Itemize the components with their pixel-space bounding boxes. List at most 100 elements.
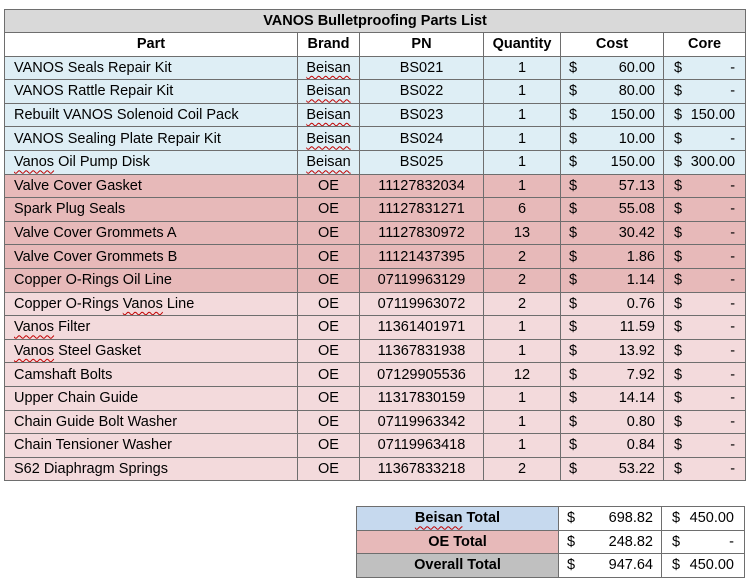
pn-cell: 07119963418 xyxy=(359,433,484,458)
part-cell: VANOS Sealing Plate Repair Kit xyxy=(4,126,298,151)
brand-cell: OE xyxy=(297,173,360,199)
table-row: VANOS Seals Repair Kit Beisan BS021 1 $60.00… xyxy=(4,55,747,81)
currency-symbol: $ xyxy=(569,366,578,383)
currency-symbol: $ xyxy=(567,557,576,574)
cost-cell: $55.08 xyxy=(560,197,664,222)
currency-symbol: $ xyxy=(674,59,683,76)
cost-cell-value: 150.00 xyxy=(610,154,655,171)
currency-symbol: $ xyxy=(674,130,683,147)
part-name: Copper O-Rings Vanos Line xyxy=(14,295,195,312)
brand-name: OE xyxy=(318,319,339,336)
part-name: VANOS Sealing Plate Repair Kit xyxy=(14,130,221,147)
table-row: VANOS Sealing Plate Repair Kit Beisan BS02… xyxy=(4,126,747,151)
total-label-cell: OE Total xyxy=(356,529,559,555)
part-cell: VANOS Rattle Repair Kit xyxy=(4,79,298,104)
cost-cell-value: 0.76 xyxy=(626,295,655,312)
core-cell: $ - xyxy=(662,126,747,151)
core-cell: $ - xyxy=(662,220,747,246)
cost-cell: $11.59 xyxy=(560,315,664,340)
currency-symbol: $ xyxy=(569,154,578,171)
cost-cell-value: 0.80 xyxy=(626,413,655,430)
part-name: Vanos Steel Gasket xyxy=(14,343,142,360)
parts-list-table: VANOS Bulletproofing Parts List Part Bra… xyxy=(3,9,747,482)
quantity-cell: 1 xyxy=(483,173,561,199)
part-name: VANOS Seals Repair Kit xyxy=(14,59,172,76)
cost-cell: $150.00 xyxy=(560,102,664,128)
quantity-cell: 13 xyxy=(483,220,561,246)
brand-cell: OE xyxy=(297,456,360,482)
cost-cell-value: 1.86 xyxy=(626,248,655,265)
currency-symbol: $ xyxy=(569,83,578,100)
core-cell: $300.00 xyxy=(662,149,747,175)
cost-cell: $14.14 xyxy=(560,385,664,411)
brand-name: OE xyxy=(318,225,339,242)
core-cell-value: - xyxy=(730,130,736,147)
total-core-cell-value: - xyxy=(729,533,734,550)
cost-cell: $60.00 xyxy=(560,55,664,81)
table-row: Copper O-Rings Vanos Line OE 07119963072 2 $… xyxy=(4,291,747,317)
currency-symbol: $ xyxy=(674,366,683,383)
currency-symbol: $ xyxy=(567,533,576,550)
totals-row: Overall Total $947.64 $450.00 xyxy=(356,553,745,578)
part-cell: Camshaft Bolts xyxy=(4,362,298,387)
totals-row: OE Total $248.82 $ - xyxy=(356,529,745,555)
core-cell: $150.00 xyxy=(662,102,747,128)
brand-cell: Beisan xyxy=(297,102,360,128)
column-header-quantity: Quantity xyxy=(483,32,561,57)
currency-symbol: $ xyxy=(569,272,578,289)
pn-cell: BS023 xyxy=(359,102,484,128)
core-cell: $ - xyxy=(662,385,747,411)
currency-symbol: $ xyxy=(674,225,683,242)
currency-symbol: $ xyxy=(569,460,578,477)
total-core-cell-value: 450.00 xyxy=(689,510,734,527)
core-cell-value: - xyxy=(730,319,736,336)
brand-cell: OE xyxy=(297,220,360,246)
currency-symbol: $ xyxy=(674,272,683,289)
core-cell: $ - xyxy=(662,267,747,293)
core-cell: $ - xyxy=(662,197,747,222)
currency-symbol: $ xyxy=(674,154,683,171)
currency-symbol: $ xyxy=(569,225,578,242)
pn-cell: BS024 xyxy=(359,126,484,151)
brand-name: OE xyxy=(318,343,339,360)
brand-cell: OE xyxy=(297,315,360,340)
core-cell: $ - xyxy=(662,173,747,199)
table-row: Valve Cover Grommets B OE 11121437395 2 $1.8… xyxy=(4,244,747,269)
pn-cell: 11121437395 xyxy=(359,244,484,269)
pn-cell: BS025 xyxy=(359,149,484,175)
part-name: Valve Cover Grommets B xyxy=(14,248,178,265)
totals-row: Beisan Total $698.82 $450.00 xyxy=(356,506,745,531)
part-name: Spark Plug Seals xyxy=(14,201,126,218)
table-row: Vanos Filter OE 11361401971 1 $11.59 $ - xyxy=(4,315,747,340)
currency-symbol: $ xyxy=(674,343,683,360)
part-name: Camshaft Bolts xyxy=(14,366,113,383)
currency-symbol: $ xyxy=(674,83,683,100)
brand-name: Beisan xyxy=(306,83,351,100)
brand-cell: OE xyxy=(297,338,360,364)
part-cell: Spark Plug Seals xyxy=(4,197,298,222)
core-cell-value: - xyxy=(730,460,736,477)
currency-symbol: $ xyxy=(672,557,681,574)
part-cell: Copper O-Rings Vanos Line xyxy=(4,291,298,317)
brand-cell: Beisan xyxy=(297,55,360,81)
currency-symbol: $ xyxy=(569,390,578,407)
core-cell: $ - xyxy=(662,433,747,458)
currency-symbol: $ xyxy=(569,177,578,194)
core-cell: $ - xyxy=(662,79,747,104)
currency-symbol: $ xyxy=(674,437,683,454)
part-name: Copper O-Rings Oil Line xyxy=(14,272,172,289)
total-core-cell-value: 450.00 xyxy=(689,557,734,574)
total-cost-cell: $947.64 xyxy=(558,553,662,578)
cost-cell: $10.00 xyxy=(560,126,664,151)
quantity-cell: 1 xyxy=(483,79,561,104)
core-cell: $ - xyxy=(662,362,747,387)
part-cell: Valve Cover Grommets B xyxy=(4,244,298,269)
quantity-cell: 2 xyxy=(483,456,561,482)
part-name: Valve Cover Gasket xyxy=(14,177,142,194)
table-row: Valve Cover Gasket OE 11127832034 1 $57.13 $ - xyxy=(4,173,747,199)
core-cell: $ - xyxy=(662,456,747,482)
total-cost-cell-value: 947.64 xyxy=(608,557,653,574)
column-header-pn: PN xyxy=(359,32,484,57)
quantity-cell: 1 xyxy=(483,385,561,411)
part-cell: Valve Cover Grommets A xyxy=(4,220,298,246)
